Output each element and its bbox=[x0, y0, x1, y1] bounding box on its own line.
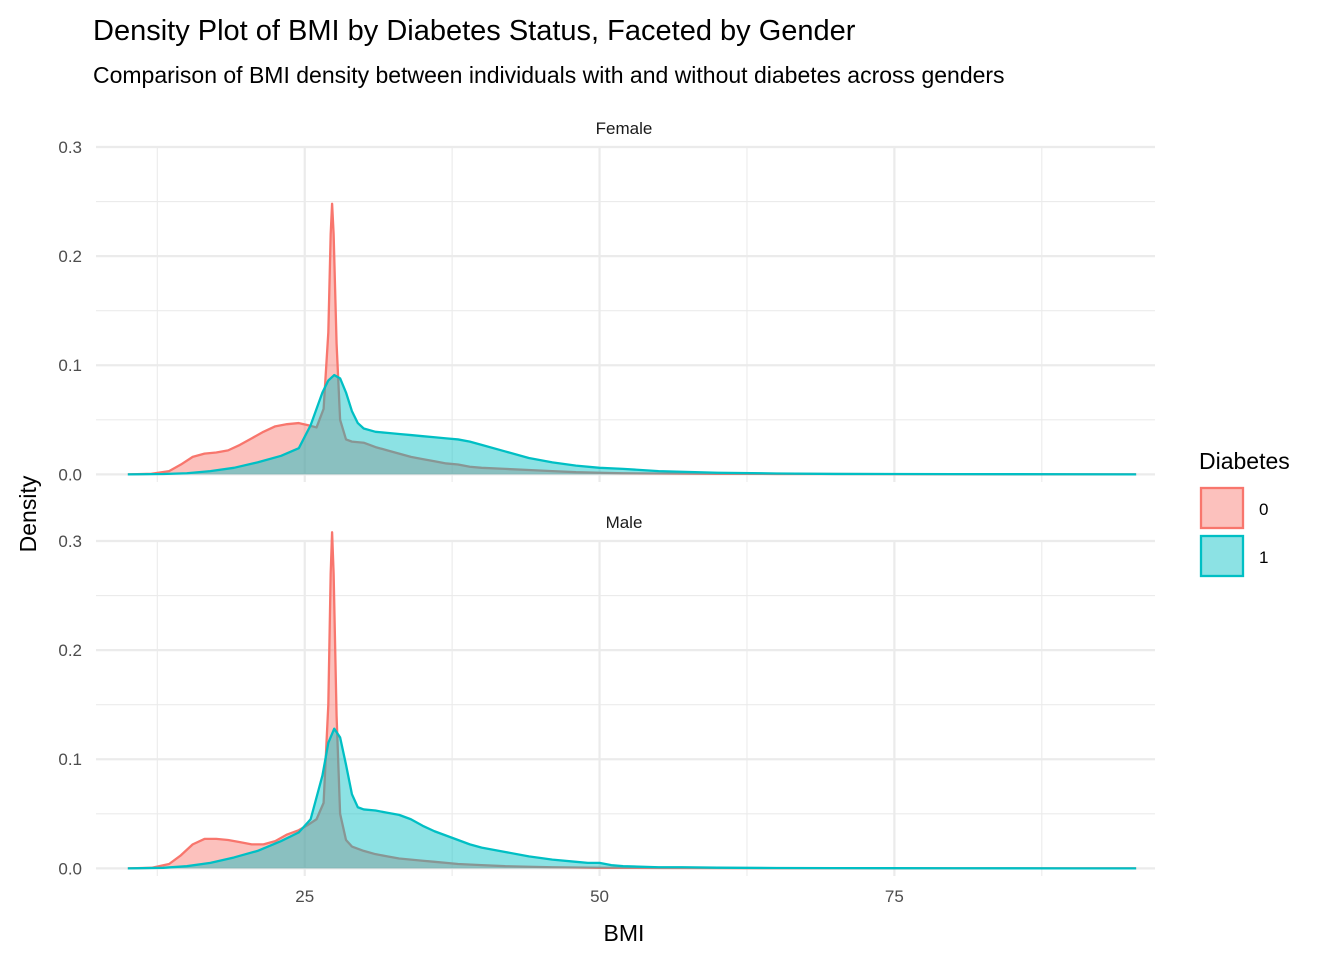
gridlines bbox=[96, 145, 1155, 482]
facet-panel-male: Male 0.0 0.1 0.2 0.3 bbox=[58, 513, 1155, 878]
facet-strip-label-male: Male bbox=[606, 513, 643, 532]
y-tick-label: 0.0 bbox=[58, 465, 82, 484]
facet-panel-female: Female 0.0 0.1 0.2 0.3 bbox=[58, 119, 1155, 484]
chart-subtitle: Comparison of BMI density between indivi… bbox=[93, 62, 1005, 88]
x-tick-label: 75 bbox=[885, 887, 904, 906]
x-tick-label: 50 bbox=[590, 887, 609, 906]
y-tick-label: 0.2 bbox=[58, 247, 82, 266]
density-line-diabetes-1 bbox=[127, 373, 1137, 476]
legend-title: Diabetes bbox=[1199, 448, 1290, 474]
x-tick-label: 25 bbox=[295, 887, 314, 906]
x-axis-ticks: 25 50 75 bbox=[295, 887, 904, 906]
y-axis-title: Density bbox=[15, 475, 41, 552]
y-tick-label: 0.1 bbox=[58, 356, 82, 375]
y-tick-label: 0.0 bbox=[58, 859, 82, 878]
facet-strip-label-female: Female bbox=[596, 119, 653, 138]
y-tick-label: 0.3 bbox=[58, 138, 82, 157]
density-area-diabetes-1 bbox=[127, 375, 1137, 475]
legend-label: 0 bbox=[1259, 500, 1268, 519]
density-area-diabetes-0 bbox=[127, 532, 1137, 869]
legend-label: 1 bbox=[1259, 548, 1268, 567]
density-line-diabetes-0 bbox=[127, 531, 1137, 870]
density-area-diabetes-1 bbox=[127, 728, 1137, 869]
density-line-diabetes-1 bbox=[127, 727, 1137, 870]
legend: Diabetes 0 1 bbox=[1199, 448, 1290, 578]
x-axis-title: BMI bbox=[604, 920, 645, 946]
legend-swatch bbox=[1199, 486, 1245, 530]
y-tick-label: 0.2 bbox=[58, 641, 82, 660]
y-tick-label: 0.1 bbox=[58, 750, 82, 769]
y-tick-label: 0.3 bbox=[58, 532, 82, 551]
gridlines bbox=[96, 539, 1155, 876]
legend-item-1: 1 bbox=[1199, 534, 1268, 578]
density-area-diabetes-0 bbox=[127, 203, 1137, 475]
density-line-diabetes-0 bbox=[127, 202, 1137, 476]
legend-item-0: 0 bbox=[1199, 486, 1268, 530]
legend-swatch bbox=[1199, 534, 1245, 578]
chart-title: Density Plot of BMI by Diabetes Status, … bbox=[93, 15, 856, 47]
